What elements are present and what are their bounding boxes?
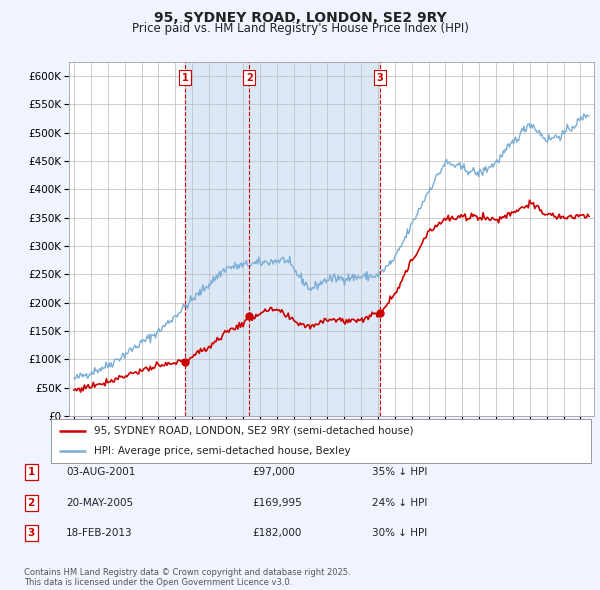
Text: £97,000: £97,000: [252, 467, 295, 477]
Text: 03-AUG-2001: 03-AUG-2001: [66, 467, 136, 477]
Text: 20-MAY-2005: 20-MAY-2005: [66, 498, 133, 507]
Bar: [380, 62, 594, 416]
Bar: [249, 62, 380, 416]
Text: £169,995: £169,995: [252, 498, 302, 507]
Text: 3: 3: [377, 73, 383, 83]
Text: 24% ↓ HPI: 24% ↓ HPI: [372, 498, 427, 507]
Text: 3: 3: [28, 529, 35, 538]
Text: 95, SYDNEY ROAD, LONDON, SE2 9RY (semi-detached house): 95, SYDNEY ROAD, LONDON, SE2 9RY (semi-d…: [94, 426, 414, 436]
Text: 30% ↓ HPI: 30% ↓ HPI: [372, 529, 427, 538]
Text: 35% ↓ HPI: 35% ↓ HPI: [372, 467, 427, 477]
Text: Contains HM Land Registry data © Crown copyright and database right 2025.
This d: Contains HM Land Registry data © Crown c…: [24, 568, 350, 587]
Text: Price paid vs. HM Land Registry's House Price Index (HPI): Price paid vs. HM Land Registry's House …: [131, 22, 469, 35]
Text: HPI: Average price, semi-detached house, Bexley: HPI: Average price, semi-detached house,…: [94, 446, 351, 456]
Text: £182,000: £182,000: [252, 529, 301, 538]
Text: 1: 1: [182, 73, 188, 83]
Bar: [69, 62, 185, 416]
Text: 2: 2: [28, 498, 35, 507]
Text: 2: 2: [246, 73, 253, 83]
Bar: [185, 62, 249, 416]
Text: 18-FEB-2013: 18-FEB-2013: [66, 529, 133, 538]
Text: 1: 1: [28, 467, 35, 477]
Text: 95, SYDNEY ROAD, LONDON, SE2 9RY: 95, SYDNEY ROAD, LONDON, SE2 9RY: [154, 11, 446, 25]
